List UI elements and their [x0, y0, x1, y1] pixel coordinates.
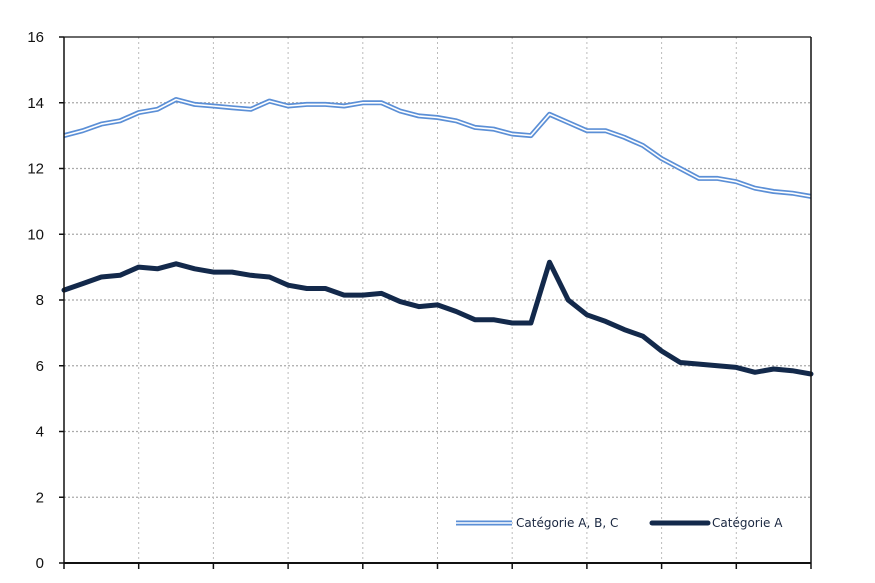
series-lines	[61, 97, 814, 377]
y-tick-label: 8	[36, 292, 44, 309]
series-line-abc-inner	[63, 98, 812, 198]
series-line-a	[61, 259, 814, 377]
y-tick-label: 6	[36, 358, 44, 375]
legend: Catégorie A, B, C Catégorie A	[456, 516, 783, 530]
y-tick-label: 16	[27, 29, 44, 46]
y-axis-ticks: 0 2 4 6 8 10 12 14 16	[27, 29, 64, 572]
legend-label-abc: Catégorie A, B, C	[516, 516, 618, 530]
y-tick-label: 2	[36, 489, 44, 506]
legend-label-a: Catégorie A	[712, 516, 783, 530]
y-tick-label: 14	[27, 95, 44, 112]
y-tick-label: 4	[36, 424, 44, 441]
y-tick-label: 10	[27, 226, 44, 243]
y-tick-label: 12	[27, 161, 44, 178]
y-tick-label: 0	[36, 555, 44, 572]
axes	[63, 36, 812, 569]
